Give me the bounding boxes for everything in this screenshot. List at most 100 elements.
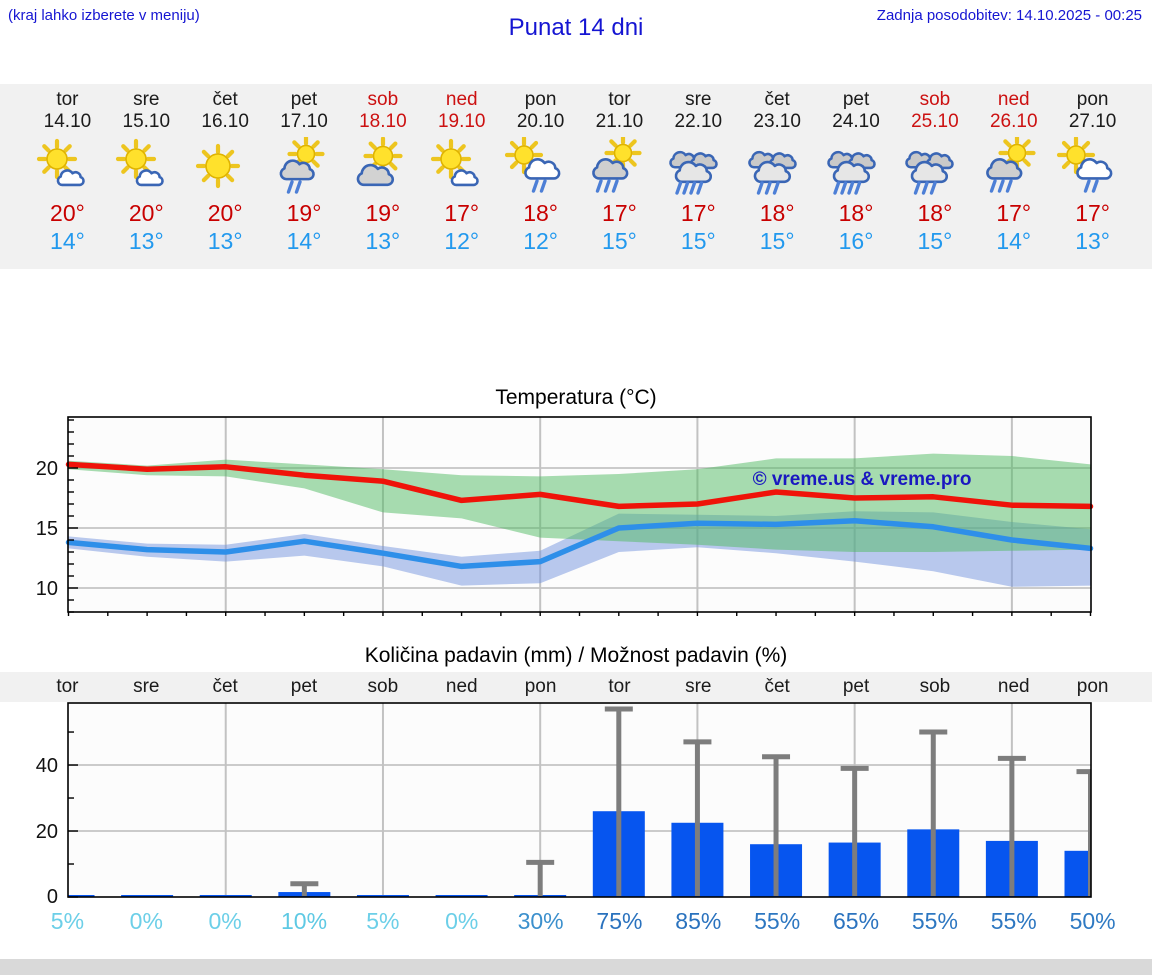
day-date: 26.10 [989,111,1038,132]
day-low-temp: 15° [602,228,637,254]
svg-text:40: 40 [36,755,58,777]
day-date: 21.10 [595,111,644,132]
precip-day-label: tor [56,676,79,697]
day-low-temp: 12° [523,228,558,254]
day-high-temp: 18° [523,200,558,226]
forecast-day[interactable]: pon 27.10 17° 13° [1053,89,1132,255]
forecast-day[interactable]: sob 25.10 18° 15° [895,89,974,255]
day-name: ned [997,89,1030,110]
day-high-temp: 17° [680,200,716,226]
precip-day-label: sob [919,676,951,697]
day-high-temp: 17° [996,200,1032,226]
forecast-day[interactable]: čet 16.10 20° 13° [186,89,265,255]
day-date: 16.10 [201,111,249,132]
forecast-day[interactable]: sre 22.10 17° 15° [659,89,738,255]
precip-probability: 5% [366,908,400,934]
day-low-temp: 13° [365,228,401,254]
precip-day-label: sre [685,676,712,697]
day-date: 23.10 [753,111,801,132]
day-name: ned [445,89,478,110]
precip-probability: 10% [280,908,328,934]
precip-axis-ticks [68,731,78,898]
day-low-temp: 14° [50,228,85,254]
day-name: sob [367,89,399,110]
day-high-temp: 18° [917,200,953,226]
forecast-day[interactable]: ned 26.10 17° 14° [974,89,1053,255]
day-low-temp: 15° [917,228,953,254]
day-date: 20.10 [516,111,565,132]
precip-day-label: ned [445,676,478,697]
forecast-day[interactable]: sob 18.10 19° 13° [343,89,422,255]
day-name: sre [133,89,160,110]
max-temp-line [65,461,1094,510]
precip-day-label: pet [842,676,870,697]
day-low-temp: 14° [286,228,322,254]
precip-probability: 75% [596,908,643,934]
svg-text:10: 10 [36,578,58,600]
precip-day-labels: tor sre čet pet sob ned pon tor sre čet pet sob ned p… [28,676,1132,698]
day-high-temp: 17° [444,200,480,226]
precip-probability: 85% [675,908,722,934]
day-name: tor [608,89,631,110]
day-low-temp: 14° [996,228,1032,254]
day-high-temp: 17° [1075,200,1110,226]
sun-gray-cloud-rain-2-icon-wrap [265,137,344,197]
day-low-temp: 12° [444,228,480,254]
day-name: pet [290,89,318,110]
sun-cloud-icon [115,138,164,187]
sun-gray-cloud-rain-2-icon [279,137,325,194]
precip-bar [121,895,174,897]
day-high-temp: 19° [286,200,322,226]
sun-cloud-icon [431,138,480,187]
forecast-day[interactable]: čet 23.10 18° 15° [738,89,817,255]
day-date: 24.10 [832,111,880,132]
day-name: pet [842,89,870,110]
sun-cloud-icon-wrap [107,137,186,197]
sun-cloud-icon [36,138,85,187]
forecast-row: tor 14.10 20° 14° sre 15.10 20° 13° čet 16.10 20° 1… [28,89,1132,255]
location-menu-hint: (kraj lahko izberete v meniju) [8,7,200,24]
precip-day-label: čet [212,676,238,697]
day-low-temp: 13° [128,228,164,254]
day-name: sob [919,89,951,110]
forecast-day[interactable]: sre 15.10 20° 13° [107,89,186,255]
last-update-label: Zadnja posodobitev: 14.10.2025 - 00:25 [876,7,1142,24]
clouds-rain-4-icon-wrap [659,137,738,197]
day-name: čet [764,89,790,110]
sun-cloud-rain-2-icon [1057,137,1113,193]
forecast-day[interactable]: pet 17.10 19° 14° [265,89,344,255]
sun-icon [195,143,240,189]
clouds-rain-3-icon-wrap [895,137,974,197]
temperature-chart-title: Temperatura (°C) [495,386,657,409]
precip-bar [356,895,409,897]
clouds-rain-4-icon [669,150,718,195]
day-date: 25.10 [911,111,959,132]
sun-cloud-rain-2-icon-wrap [1053,137,1132,197]
precip-bar [199,895,252,897]
day-date: 14.10 [43,111,92,132]
watermark-text: © vreme.us & vreme.pro [753,469,972,490]
day-name: tor [56,89,79,110]
precip-probability: 0% [208,908,242,934]
precip-probability: 55% [990,908,1037,934]
day-high-temp: 19° [365,200,401,226]
footer-strip [0,959,1152,975]
sun-cloud-icon-wrap [422,137,501,197]
svg-text:15: 15 [36,518,58,540]
forecast-day[interactable]: ned 19.10 17° 12° [422,89,501,255]
day-name: pon [1076,89,1109,110]
precip-probability: 0% [445,908,479,934]
forecast-strip-background [0,84,1152,269]
precipitation-chart-title: Količina padavin (mm) / Možnost padavin … [364,644,788,667]
clouds-rain-4-icon [826,150,876,195]
precip-probability: 50% [1069,908,1116,934]
sun-cloud-icon-wrap [28,137,107,197]
forecast-day[interactable]: pet 24.10 18° 16° [817,89,896,255]
forecast-day[interactable]: tor 14.10 20° 14° [28,89,107,255]
day-high-temp: 18° [759,200,795,226]
forecast-day[interactable]: tor 21.10 17° 15° [580,89,659,255]
sun-gray-cloud-rain-3-icon-wrap [974,137,1053,197]
forecast-day[interactable]: pon 20.10 18° 12° [501,89,580,255]
day-low-temp: 16° [838,228,874,254]
